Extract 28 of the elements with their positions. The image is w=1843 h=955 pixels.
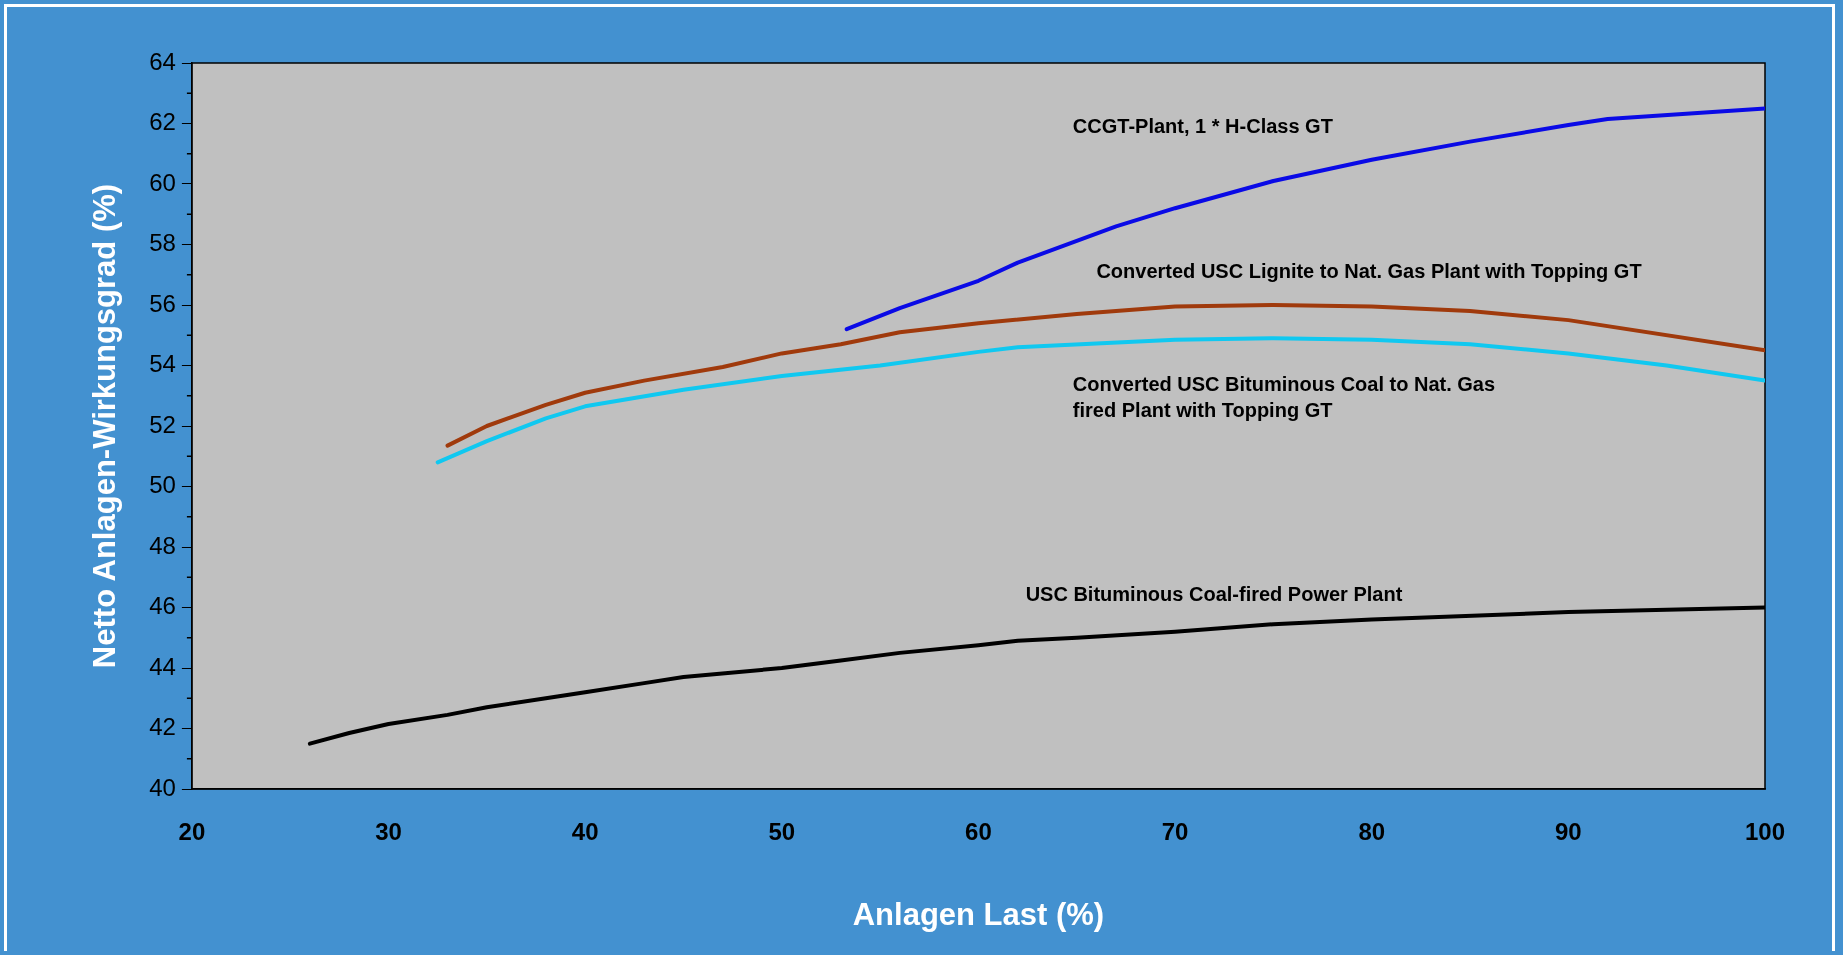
y-tick-label: 40 [149, 773, 176, 801]
y-tick-label: 52 [149, 410, 176, 438]
x-axis-title: Anlagen Last (%) [852, 896, 1105, 932]
y-tick-label: 50 [149, 471, 176, 499]
y-tick-label: 44 [149, 652, 176, 680]
y-tick-label: 42 [149, 713, 176, 741]
series-label: Converted USC Lignite to Nat. Gas Plant with Topping GT [1096, 260, 1642, 283]
series-label: USC Bituminous Coal-fired Power Plant [1025, 583, 1403, 606]
y-tick-label: 60 [149, 168, 176, 196]
y-axis-title: Netto Anlagen-Wirkungsgrad (%) [87, 183, 123, 669]
x-tick-label: 40 [571, 818, 599, 846]
series-label: CCGT-Plant, 1 * H-Class GT [1072, 114, 1333, 137]
x-tick-label: 100 [1744, 818, 1786, 846]
y-tick-label: 62 [149, 108, 176, 136]
x-tick-label: 60 [965, 818, 992, 846]
x-tick-label: 90 [1555, 818, 1582, 846]
y-tick-label: 56 [149, 289, 176, 317]
series-label: Converted USC Bituminous Coal to Nat. Gas fired Plant with Topping GT [1072, 372, 1496, 421]
y-tick-label: 54 [149, 350, 176, 378]
x-tick-label: 20 [178, 818, 206, 846]
x-tick-label: 80 [1358, 818, 1386, 846]
y-tick-label: 58 [149, 229, 176, 257]
x-tick-label: 50 [768, 818, 796, 846]
y-tick-label: 48 [149, 531, 176, 559]
x-tick-label: 30 [375, 818, 402, 846]
y-tick-label: 46 [149, 592, 176, 620]
y-tick-label: 64 [149, 47, 176, 75]
x-tick-label: 70 [1161, 818, 1189, 846]
